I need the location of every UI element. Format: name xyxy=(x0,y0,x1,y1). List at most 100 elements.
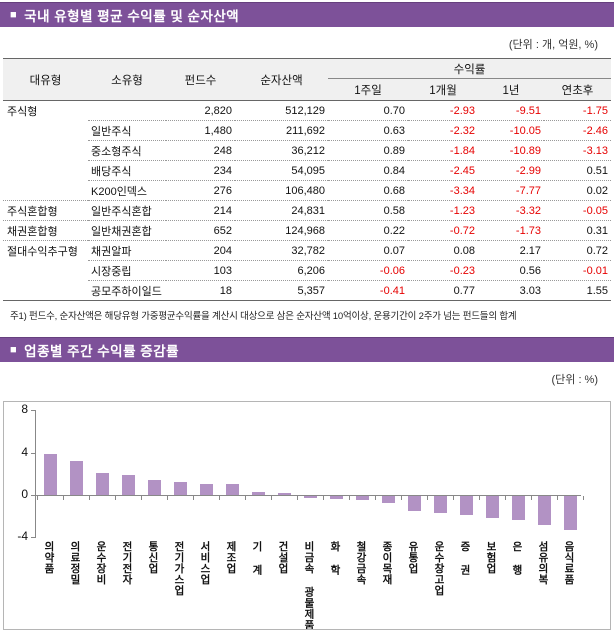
y-axis-tick-label: 8 xyxy=(21,402,28,416)
cell-value: 0.72 xyxy=(544,240,611,261)
y-axis-tick-label: 0 xyxy=(21,487,28,501)
category-label: 운수장비 xyxy=(95,541,107,585)
cell-value: -10.89 xyxy=(478,140,544,161)
cell-value: 1,480 xyxy=(166,120,235,141)
category-label: 기 계 xyxy=(251,541,263,576)
table-row: 배당주식 234 54,095 0.84 -2.45 -2.99 0.51 xyxy=(3,160,611,181)
cell-value: -0.41 xyxy=(379,284,405,297)
cell-value: 24,831 xyxy=(235,200,328,221)
cell-type xyxy=(3,141,88,161)
table-row: 일반주식 1,480 211,692 0.63 -2.32 -10.05 -2.46 xyxy=(3,120,611,141)
cell-sub-type: 시장중립 xyxy=(88,260,166,281)
y-axis-line xyxy=(35,410,36,538)
category-label: 의약품 xyxy=(43,541,55,574)
chart-bar xyxy=(200,484,213,495)
cell-value: -0.72 xyxy=(408,220,478,241)
section-title-sector-returns: ■ 업종별 주간 수익률 증감률 xyxy=(0,337,614,362)
category-label: 전기가스업 xyxy=(173,541,185,596)
x-axis-tick xyxy=(89,496,90,500)
header-ytd: 연초후 xyxy=(544,78,611,101)
x-axis-tick xyxy=(479,496,480,500)
cell-type: 절대수익추구형 xyxy=(7,245,78,258)
cell-value: -3.34 xyxy=(408,180,478,201)
cell-value: 18 xyxy=(219,284,232,297)
category-label: 유통업 xyxy=(407,541,419,574)
category-label: 운수창고업 xyxy=(433,541,445,596)
header-1month: 1개월 xyxy=(408,78,478,101)
cell-sub-type: 일반주식혼합 xyxy=(88,200,166,221)
cell-type xyxy=(3,180,88,201)
table-row: 주식혼합형 일반주식혼합 214 24,831 0.58 -1.23 -3.32 -0.05 xyxy=(3,200,611,221)
cell-sub-type: 공모주하이일드 xyxy=(91,285,162,298)
chart-bar xyxy=(564,496,577,530)
cell-value: 652 xyxy=(166,220,235,241)
cell-value: 36,212 xyxy=(235,140,328,161)
chart-bar xyxy=(70,461,83,495)
cell-sub-type: 일반채권혼합 xyxy=(88,220,166,241)
cell-type xyxy=(3,261,88,281)
y-axis-tick xyxy=(31,495,35,496)
unit-label-chart: (단위 : %) xyxy=(551,374,598,386)
y-axis-tick xyxy=(31,453,35,454)
cell-sub-type: 중소형주식 xyxy=(88,140,166,161)
table-row: 절대수익추구형 채권알파 204 32,782 0.07 0.08 2.17 0.72 xyxy=(3,240,611,261)
cell-value: 0.08 xyxy=(408,240,478,261)
x-axis-tick xyxy=(427,496,428,500)
cell-value: 0.22 xyxy=(328,220,408,241)
cell-value: 0.51 xyxy=(544,160,611,181)
x-axis-tick xyxy=(271,496,272,500)
category-label: 건설업 xyxy=(277,541,289,574)
section1-title-text: 국내 유형별 평균 수익률 및 순자산액 xyxy=(24,9,240,24)
x-axis-line xyxy=(35,495,581,496)
x-axis-tick xyxy=(141,496,142,500)
cell-value: 54,095 xyxy=(235,160,328,181)
category-label: 의료정밀 xyxy=(69,541,81,585)
cell-value: 2,820 xyxy=(166,100,235,121)
cell-value: -1.84 xyxy=(408,140,478,161)
cell-value: 106,480 xyxy=(235,180,328,201)
cell-value: 0.31 xyxy=(544,220,611,241)
chart-bar xyxy=(538,496,551,525)
x-axis-tick xyxy=(583,496,584,500)
chart-bar xyxy=(512,496,525,520)
cell-value: -0.01 xyxy=(544,260,611,281)
section-title-fund-returns: ■ 국내 유형별 평균 수익률 및 순자산액 xyxy=(0,2,614,27)
cell-type: 주식혼합형 xyxy=(3,200,88,221)
chart-bar xyxy=(252,492,265,495)
chart-bar xyxy=(356,496,369,500)
category-label: 종이목재 xyxy=(381,541,393,585)
cell-value: -9.51 xyxy=(478,100,544,121)
cell-sub-type: 배당주식 xyxy=(88,160,166,181)
cell-value: -2.93 xyxy=(408,100,478,121)
x-axis-tick xyxy=(63,496,64,500)
x-axis-tick xyxy=(193,496,194,500)
cell-value: 0.77 xyxy=(453,284,475,297)
cell-sub-type: K200인덱스 xyxy=(88,180,166,201)
cell-value: 103 xyxy=(166,260,235,281)
chart-bar xyxy=(122,475,135,495)
x-axis-tick xyxy=(167,496,168,500)
y-axis-tick xyxy=(31,537,35,538)
header-fund-count: 펀드수 xyxy=(166,58,235,101)
cell-value: 32,782 xyxy=(235,240,328,261)
chart-bar xyxy=(382,496,395,503)
x-axis-tick xyxy=(349,496,350,500)
table-footnote: 주1) 펀드수, 순자산액은 해당유형 가중평균수익률을 계산시 대상으로 삼은… xyxy=(10,311,517,322)
cell-type: 주식형 xyxy=(7,105,38,118)
cell-value: -0.23 xyxy=(408,260,478,281)
chart-bar xyxy=(434,496,447,513)
cell-value: 6,206 xyxy=(235,260,328,281)
category-label: 보험업 xyxy=(485,541,497,574)
cell-value: 0.58 xyxy=(328,200,408,221)
x-axis-tick xyxy=(297,496,298,500)
y-axis-tick xyxy=(31,410,35,411)
x-axis-tick xyxy=(557,496,558,500)
cell-value: 211,692 xyxy=(235,120,328,141)
cell-value: -1.73 xyxy=(478,220,544,241)
table-row: 채권혼합형 일반채권혼합 652 124,968 0.22 -0.72 -1.73 0.31 xyxy=(3,220,611,241)
cell-type xyxy=(3,121,88,141)
cell-value: 0.02 xyxy=(544,180,611,201)
cell-value: 124,968 xyxy=(235,220,328,241)
unit-label-table: (단위 : 개, 억원, %) xyxy=(508,39,598,51)
table-row: 공모주하이일드 18 5,357 -0.41 0.77 3.03 1.55 xyxy=(3,281,611,301)
